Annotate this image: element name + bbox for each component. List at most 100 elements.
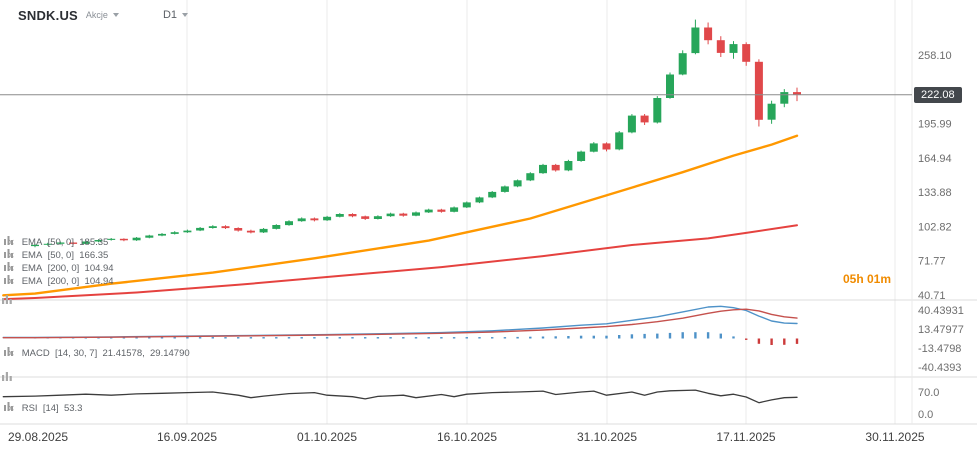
svg-text:195.99: 195.99 <box>918 119 952 131</box>
macd-line <box>2 305 798 339</box>
current-price-badge: 222.08 <box>914 87 962 103</box>
svg-text:258.10: 258.10 <box>918 50 952 62</box>
indicator-legend-text: EMA [200, 0] 104.94 <box>21 275 114 287</box>
svg-text:29.08.2025: 29.08.2025 <box>8 430 68 444</box>
indicator-legend-ema-3: ✕EMA [200, 0] 104.94 <box>4 262 114 274</box>
svg-text:-13.4798: -13.4798 <box>918 343 961 355</box>
svg-text:0.0: 0.0 <box>918 409 933 421</box>
indicator-legend-text: MACD [14, 30, 7] 21.41578, 29.14790 <box>21 347 190 359</box>
candle-body <box>767 103 776 120</box>
symbol-selector[interactable]: SNDK.US <box>18 8 78 23</box>
svg-text:164.94: 164.94 <box>918 153 952 165</box>
svg-text:-40.4393: -40.4393 <box>918 362 961 374</box>
price-axis-labels[interactable]: 258.10 195.99 164.94 133.88 102.82 71.77 40.71… <box>918 50 964 421</box>
candle-body <box>488 191 497 198</box>
indicator-legend-ema-1: ✕EMA [50, 0] 185.35 <box>4 236 108 248</box>
indicator-legend-text: EMA [50, 0] 166.35 <box>21 249 109 261</box>
chevron-down-icon <box>112 13 119 17</box>
candle-body <box>373 216 382 219</box>
candle-body <box>793 92 801 95</box>
indicator-legend-text: EMA [200, 0] 104.94 <box>21 262 114 274</box>
svg-text:17.11.2025: 17.11.2025 <box>716 430 775 444</box>
gridlines <box>0 0 977 425</box>
candle-body <box>666 74 674 98</box>
candle-body <box>500 186 509 192</box>
candle-body <box>285 221 293 226</box>
candle-body <box>323 216 332 221</box>
ema50-line <box>2 134 799 297</box>
candle-body <box>640 115 649 123</box>
indicator-legend-ema-2: ✕EMA [50, 0] 166.35 <box>4 249 108 261</box>
candle-body <box>729 44 738 53</box>
svg-text:13.47977: 13.47977 <box>918 324 964 336</box>
svg-text:40.71: 40.71 <box>918 290 946 302</box>
candle-body <box>539 164 547 174</box>
indicator-legend-rsi: ✕RSI [14] 53.3 <box>4 402 82 414</box>
candle-body <box>627 115 636 133</box>
candle-body <box>94 240 103 242</box>
svg-text:71.77: 71.77 <box>918 256 946 268</box>
candle-body <box>31 244 39 247</box>
candle-body <box>742 44 751 62</box>
candle-body <box>119 238 128 241</box>
candle-body <box>348 214 357 217</box>
svg-text:01.10.2025: 01.10.2025 <box>297 430 357 444</box>
chevron-down-icon <box>182 13 188 17</box>
candle-body <box>780 92 789 104</box>
candle-body <box>272 225 281 229</box>
chart-header: SNDK.US Akcje D1 <box>18 8 188 23</box>
candle-body <box>196 227 205 231</box>
candle-body <box>170 232 179 234</box>
svg-text:102.82: 102.82 <box>918 222 952 234</box>
candle-body <box>386 213 395 217</box>
candle-body <box>691 27 700 54</box>
candle-body <box>297 218 306 222</box>
instrument-type-selector[interactable]: Akcje <box>86 10 119 20</box>
candle-body <box>704 27 713 41</box>
candle-body <box>754 61 763 120</box>
macd-signal-line <box>2 308 798 339</box>
candle-body <box>602 143 611 150</box>
indicator-legend-ema-4: ✕EMA [200, 0] 104.94 <box>4 275 114 287</box>
indicator-legend-macd: ✕MACD [14, 30, 7] 21.41578, 29.14790 <box>4 347 190 359</box>
svg-text:40.43931: 40.43931 <box>918 305 964 317</box>
candle-body <box>716 40 725 53</box>
rsi-panel-handle-icon[interactable] <box>2 371 12 381</box>
candle-body <box>145 235 154 238</box>
candles-layer <box>31 19 801 248</box>
candle-body <box>526 173 535 181</box>
candle-body <box>564 161 573 171</box>
candle-body <box>158 233 166 236</box>
candle-body <box>653 98 662 123</box>
candle-body <box>577 151 586 161</box>
candle-body <box>361 216 370 219</box>
candle-body <box>208 226 217 228</box>
svg-text:16.09.2025: 16.09.2025 <box>157 430 217 444</box>
candle-body <box>462 202 471 208</box>
candle-body <box>615 132 624 150</box>
candle-body <box>450 207 459 212</box>
candle-body <box>551 164 560 171</box>
candle-body <box>513 180 522 187</box>
candle-body <box>475 197 484 203</box>
candle-body <box>437 209 446 212</box>
candle-body <box>183 230 192 233</box>
svg-text:133.88: 133.88 <box>918 187 952 199</box>
timeframe-label: D1 <box>162 9 177 21</box>
ema200-line <box>2 224 798 301</box>
svg-text:70.0: 70.0 <box>918 387 939 399</box>
svg-text:31.10.2025: 31.10.2025 <box>577 430 637 444</box>
candle-countdown-timer: 05h 01m <box>843 272 892 286</box>
candle-body <box>107 238 116 240</box>
macd-panel-handle-icon[interactable] <box>2 294 12 304</box>
date-axis-labels[interactable]: 29.08.2025 16.09.2025 01.10.2025 16.10.2025… <box>8 430 925 444</box>
instrument-type-label: Akcje <box>85 10 108 20</box>
candle-body <box>678 53 687 75</box>
svg-text:30.11.2025: 30.11.2025 <box>865 430 924 444</box>
timeframe-selector[interactable]: D1 <box>163 9 188 21</box>
candle-body <box>56 242 65 244</box>
candle-body <box>234 228 243 231</box>
